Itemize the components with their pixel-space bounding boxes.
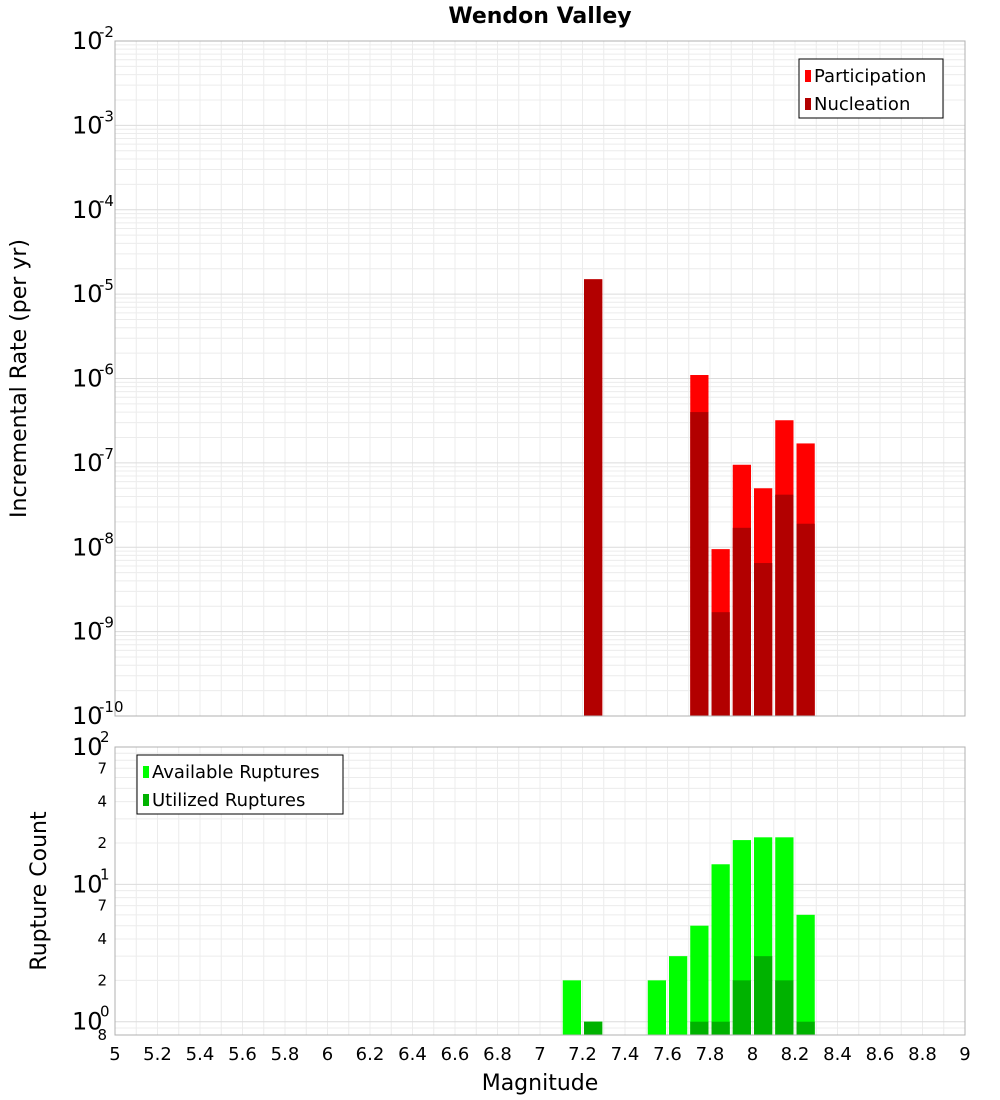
y-tick-exponent-top: -8: [99, 529, 114, 547]
rate-plot: 10-210-310-410-510-610-710-810-910-10Par…: [72, 23, 966, 730]
bar-utilized-7.85: [711, 1021, 730, 1035]
bar-utilized-7.95: [732, 980, 751, 1035]
legend-swatch-participation: [805, 70, 811, 82]
x-tick-label: 6: [322, 1044, 333, 1065]
top-y-axis-label: Incremental Rate (per yr): [7, 239, 32, 518]
x-tick-label: 6.6: [441, 1044, 470, 1065]
y-tick-label-top: 10: [72, 27, 103, 55]
y-tick-exponent-top: -3: [99, 107, 114, 125]
y-tick-exponent-bottom: 1: [100, 865, 110, 883]
bar-utilized-7.25: [584, 1021, 603, 1035]
bar-available-7.85: [711, 864, 730, 1035]
y-minor-tick-label: 4: [97, 930, 107, 948]
bar-nucleation-8.05: [754, 563, 773, 716]
legend-swatch-available: [143, 766, 149, 778]
x-tick-label: 5: [109, 1044, 120, 1065]
bar-nucleation-8.15: [775, 494, 794, 716]
x-tick-label: 5.8: [271, 1044, 300, 1065]
x-tick-label: 8: [747, 1044, 758, 1065]
y-minor-tick-label: 8: [97, 1026, 107, 1044]
y-tick-label-top: 10: [72, 533, 103, 561]
x-tick-label: 8.2: [781, 1044, 810, 1065]
y-tick-exponent-top: -5: [99, 276, 114, 294]
x-axis-label: Magnitude: [482, 1071, 599, 1096]
x-tick-label: 6.4: [398, 1044, 427, 1065]
y-minor-tick-label: 7: [97, 897, 107, 915]
legend-label-utilized: Utilized Ruptures: [152, 790, 305, 811]
bar-utilized-8.15: [775, 980, 794, 1035]
y-tick-exponent-top: -4: [99, 192, 114, 210]
y-tick-label-bottom: 10: [72, 1008, 103, 1036]
legend-box: [136, 754, 344, 815]
bar-available-7.75: [690, 925, 709, 1035]
x-tick-label: 5.4: [186, 1044, 215, 1065]
y-tick-exponent-bottom: 2: [100, 728, 110, 746]
y-tick-label-top: 10: [72, 618, 103, 646]
y-tick-label-top: 10: [72, 111, 103, 139]
y-tick-label-bottom: 10: [72, 733, 103, 761]
x-tick-label: 5.2: [143, 1044, 172, 1065]
bar-nucleation-8.25: [796, 523, 815, 716]
y-minor-tick-label: 2: [97, 971, 107, 989]
bar-nucleation-7.75: [690, 412, 709, 716]
legend-label-available: Available Ruptures: [152, 762, 320, 783]
y-tick-label-top: 10: [72, 365, 103, 393]
bar-utilized-7.75: [690, 1021, 709, 1035]
bottom-plot-frame: [114, 746, 966, 1036]
bar-utilized-8.05: [754, 956, 773, 1035]
y-tick-exponent-top: -9: [99, 614, 114, 632]
legend-label-nucleation: Nucleation: [814, 94, 910, 115]
y-tick-exponent-top: -7: [99, 445, 114, 463]
bar-available-7.15: [562, 980, 581, 1035]
bar-available-8.25: [796, 914, 815, 1035]
y-minor-tick-label: 4: [97, 793, 107, 811]
x-tick-label: 7: [534, 1044, 545, 1065]
x-tick-label: 6.2: [356, 1044, 385, 1065]
legend-box: [798, 58, 944, 119]
legend-swatch-utilized: [143, 794, 149, 806]
bar-nucleation-7.25: [584, 279, 603, 716]
x-tick-label: 7.2: [568, 1044, 597, 1065]
x-tick-label: 7.6: [653, 1044, 682, 1065]
x-tick-label: 8.6: [866, 1044, 895, 1065]
bar-nucleation-7.85: [711, 612, 730, 716]
bar-available-7.55: [647, 980, 666, 1035]
x-tick-label: 7.8: [696, 1044, 725, 1065]
bar-utilized-8.25: [796, 1021, 815, 1035]
x-tick-label: 6.8: [483, 1044, 512, 1065]
y-minor-tick-label: 7: [97, 759, 107, 777]
y-tick-label-bottom: 10: [72, 870, 103, 898]
x-tick-label: 8.8: [908, 1044, 937, 1065]
bottom-y-axis-label: Rupture Count: [27, 811, 52, 971]
x-tick-label: 9: [959, 1044, 970, 1065]
y-tick-exponent-bottom: 0: [100, 1003, 110, 1021]
legend-swatch-nucleation: [805, 98, 811, 110]
y-tick-exponent-top: -6: [99, 361, 114, 379]
y-minor-tick-label: 2: [97, 834, 107, 852]
x-tick-label: 8.4: [823, 1044, 852, 1065]
legend-label-participation: Participation: [814, 66, 926, 87]
chart-title: Wendon Valley: [448, 4, 631, 29]
y-tick-exponent-top: -2: [99, 23, 114, 41]
y-tick-label-top: 10: [72, 196, 103, 224]
bar-nucleation-7.95: [732, 527, 751, 716]
x-tick-label: 7.4: [611, 1044, 640, 1065]
bar-available-7.65: [669, 956, 688, 1035]
y-tick-exponent-top: -10: [99, 698, 124, 716]
y-tick-label-top: 10: [72, 449, 103, 477]
y-tick-label-top: 10: [72, 702, 103, 730]
x-tick-label: 5.6: [228, 1044, 257, 1065]
y-tick-label-top: 10: [72, 280, 103, 308]
top-plot-frame: [114, 40, 966, 717]
